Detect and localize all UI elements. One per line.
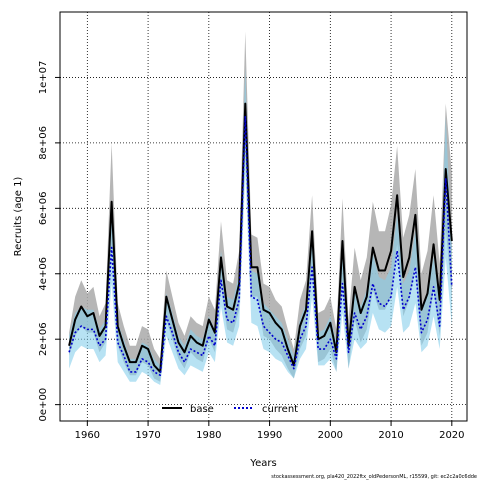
y-axis-title: Recruits (age 1) <box>13 177 24 257</box>
legend-label-base: base <box>190 404 214 415</box>
y-tick-label-6e+06: 6e+06 <box>38 192 49 226</box>
y-tick-label-0e+00: 0e+00 <box>38 388 49 422</box>
x-tick-label-1960: 1960 <box>75 430 100 441</box>
y-tick-label-2e+06: 2e+06 <box>38 322 49 356</box>
y-tick-label-4e+06: 4e+06 <box>38 257 49 291</box>
series-lines <box>68 102 453 376</box>
footer-credit: stockassessment.org, pla420_2022ftx_oldP… <box>271 474 477 480</box>
x-tick-label-2020: 2020 <box>439 430 464 441</box>
y-tick-label-8e+06: 8e+06 <box>38 126 49 160</box>
legend-label-current: current <box>262 404 298 415</box>
x-tick-label-1970: 1970 <box>135 430 160 441</box>
x-tick-label-2010: 2010 <box>378 430 403 441</box>
plot-frame <box>59 11 468 422</box>
y-axis: 0e+00 2e+06 4e+06 6e+06 8e+06 1e+07 <box>38 61 60 422</box>
x-axis: 1960 1970 1980 1990 2000 2010 2020 <box>75 421 465 441</box>
x-tick-label-1980: 1980 <box>196 430 221 441</box>
band-current <box>69 67 452 386</box>
legend: base current <box>162 404 298 415</box>
line-base <box>68 102 453 373</box>
x-axis-title: Years <box>249 458 276 469</box>
x-tick-label-2000: 2000 <box>318 430 343 441</box>
x-tick-label-1990: 1990 <box>257 430 282 441</box>
y-tick-label-1e+07: 1e+07 <box>38 61 49 95</box>
